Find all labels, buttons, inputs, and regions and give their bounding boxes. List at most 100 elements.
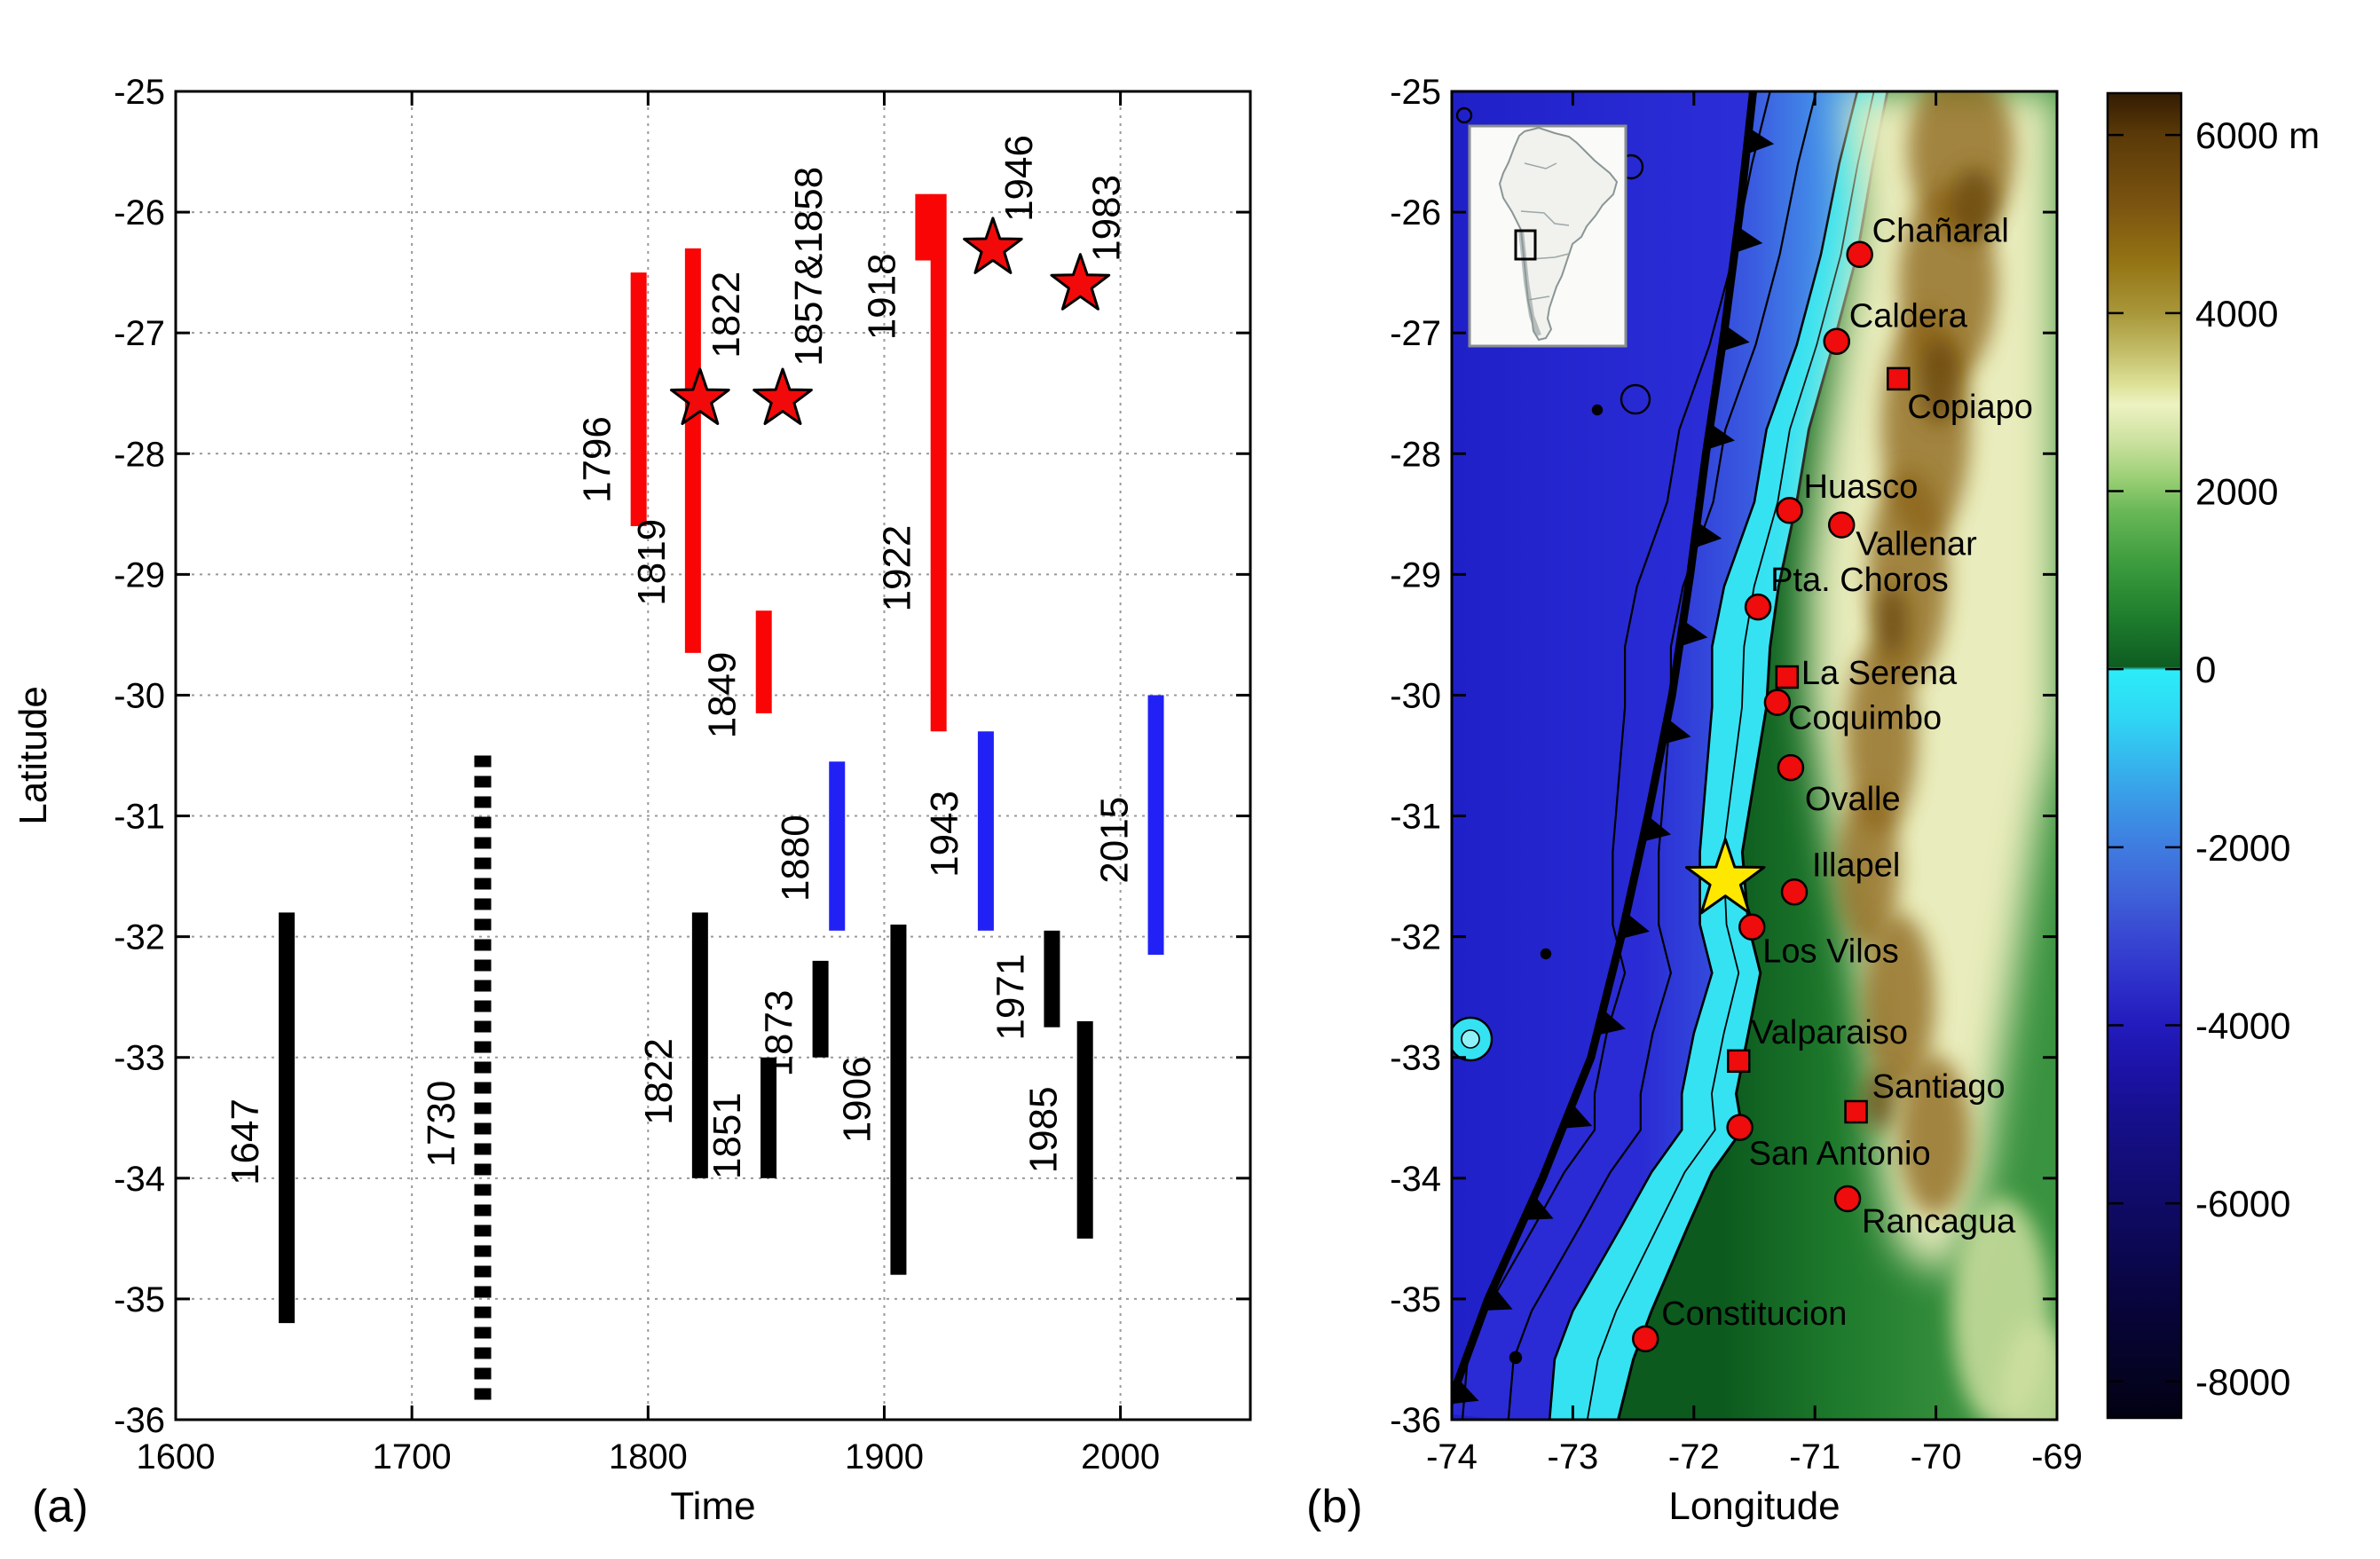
city-marker-vallenar bbox=[1827, 511, 1856, 539]
city-marker-illapel bbox=[1780, 878, 1809, 906]
rupture-bar-label-1943: 1943 bbox=[923, 791, 966, 878]
rupture-star-1822-icon bbox=[670, 367, 730, 425]
trench-line bbox=[1452, 91, 1758, 1409]
panel-b-frame bbox=[1450, 90, 2059, 1421]
rupture-star-1983-icon bbox=[1050, 253, 1111, 311]
rupture-bar-label-1849: 1849 bbox=[701, 652, 745, 739]
city-marker-pta-choros bbox=[1744, 593, 1772, 621]
panel-a-ytick-label--29: -29 bbox=[114, 555, 165, 594]
city-marker-coquimbo bbox=[1763, 689, 1792, 716]
city-marker-huasco bbox=[1776, 496, 1803, 524]
city-marker-copiapo bbox=[1887, 366, 1911, 391]
city-label-san-antonio: San Antonio bbox=[1749, 1136, 1931, 1173]
city-label-los-vilos: Los Vilos bbox=[1762, 933, 1899, 971]
panel-a-xtick-label-1700: 1700 bbox=[373, 1437, 452, 1476]
panel-a-frame bbox=[174, 90, 1252, 1421]
rupture-bar-label-1918: 1918 bbox=[860, 253, 903, 340]
inset-south-america-map bbox=[1468, 124, 1627, 348]
trench-tooth-icon bbox=[1524, 1195, 1554, 1220]
coastline bbox=[1616, 91, 1889, 1420]
trench-tooth-icon bbox=[1620, 912, 1650, 940]
rupture-bar-1906 bbox=[890, 925, 907, 1275]
rupture-star-label-1857-1858: 1857&1858 bbox=[787, 167, 831, 366]
rupture-bar-label-1985: 1985 bbox=[1022, 1086, 1066, 1173]
panel-a-ytick-label--28: -28 bbox=[114, 435, 165, 474]
city-label-vallenar: Vallenar bbox=[1856, 526, 1977, 563]
trench-tooth-icon bbox=[1642, 815, 1672, 842]
rupture-bar-label-1873: 1873 bbox=[758, 990, 801, 1077]
trench-tooth-icon bbox=[1452, 1379, 1479, 1405]
panel-b-ytick-label--32: -32 bbox=[1390, 918, 1441, 957]
panel-b-ytick-label--28: -28 bbox=[1390, 435, 1441, 474]
trench-tooth-icon bbox=[1483, 1286, 1513, 1311]
rupture-star-1946-icon bbox=[963, 217, 1023, 274]
city-marker-san-antonio bbox=[1726, 1114, 1753, 1141]
rupture-bar-1943 bbox=[977, 731, 994, 931]
city-marker-constitucion bbox=[1631, 1325, 1659, 1353]
rupture-star-label-1946: 1946 bbox=[997, 135, 1041, 222]
panel-a-ytick-label--26: -26 bbox=[114, 193, 165, 232]
trench-tooth-icon bbox=[1734, 226, 1763, 254]
trench-tooth-icon bbox=[1562, 1103, 1593, 1129]
southern-highlands-patch-2 bbox=[2001, 1322, 2057, 1420]
rupture-bar-1822 bbox=[691, 912, 708, 1178]
colorbar-tick-label-6000: -6000 bbox=[2195, 1183, 2290, 1224]
rupture-bar-label-1796: 1796 bbox=[576, 416, 619, 503]
rupture-bar-label-1851: 1851 bbox=[705, 1092, 749, 1179]
panel-a-xtick-label-1900: 1900 bbox=[845, 1437, 924, 1476]
panel-b-xtick-label--71: -71 bbox=[1789, 1437, 1840, 1476]
city-label-caldera: Caldera bbox=[1849, 298, 1968, 335]
seamount-contour-7 bbox=[1509, 1350, 1523, 1365]
rupture-bar-label-1880: 1880 bbox=[774, 815, 817, 902]
inset-study-area-box bbox=[1514, 229, 1537, 261]
city-label-rancagua: Rancagua bbox=[1862, 1203, 2016, 1240]
rupture-bar-1922 bbox=[930, 193, 947, 732]
seamount-contour-4 bbox=[1591, 404, 1604, 416]
panel-a-ytick-label--31: -31 bbox=[114, 798, 165, 837]
city-label-coquimbo: Coquimbo bbox=[1788, 700, 1942, 737]
city-label-cha-aral: Chañaral bbox=[1872, 213, 2009, 250]
panel-b-ytick-label--31: -31 bbox=[1390, 798, 1441, 837]
colorbar-tick-label-4000: -4000 bbox=[2195, 1005, 2290, 1047]
shelf-edge-contour bbox=[1548, 91, 1859, 1420]
trench-tooth-icon bbox=[1721, 325, 1750, 352]
inset-andes-shading bbox=[1518, 230, 1541, 337]
map-terrain bbox=[1452, 91, 2057, 1420]
rupture-bar-1796 bbox=[630, 272, 647, 526]
andes-dark-patch-2 bbox=[1919, 339, 1958, 424]
seamount-peak-5 bbox=[1461, 1029, 1480, 1049]
city-label-la-serena: La Serena bbox=[1801, 655, 1958, 692]
andes-brown-patch-7 bbox=[1864, 914, 1935, 1091]
rupture-bar-1851 bbox=[760, 1057, 777, 1178]
rupture-bar-1849 bbox=[755, 610, 772, 713]
city-label-valparaiso: Valparaiso bbox=[1751, 1014, 1908, 1051]
panel-a-ytick-label--25: -25 bbox=[114, 73, 165, 112]
rupture-bar-2015 bbox=[1147, 695, 1164, 956]
elevation-colorbar: 6000 m 4000 2000 0 -2000 -4000 -6000 -8000 bbox=[2106, 91, 2320, 1420]
city-label-illapel: Illapel bbox=[1812, 846, 1900, 884]
andes-brown-patch-6 bbox=[1837, 790, 1899, 949]
panel-a-ytick-label--36: -36 bbox=[114, 1401, 165, 1440]
panel-b-ytick-label--25: -25 bbox=[1390, 73, 1441, 112]
inset-border-1 bbox=[1524, 162, 1557, 169]
rupture-bar-label-1730: 1730 bbox=[420, 1081, 463, 1168]
rupture-star-label-1822: 1822 bbox=[705, 272, 748, 358]
rupture-bar-1985 bbox=[1076, 1020, 1093, 1239]
panel-b-ytick-label--26: -26 bbox=[1390, 193, 1441, 232]
rupture-bar-label-1822: 1822 bbox=[637, 1038, 681, 1125]
rupture-bar-1647 bbox=[279, 912, 296, 1324]
city-label-santiago: Santiago bbox=[1872, 1068, 2006, 1106]
colorbar-bar bbox=[2106, 91, 2183, 1420]
city-marker-los-vilos bbox=[1738, 913, 1766, 941]
panel-b-xtick-label--72: -72 bbox=[1668, 1437, 1720, 1476]
rupture-star-label-1983: 1983 bbox=[1084, 175, 1128, 262]
panel-a-x-axis-title: Time bbox=[670, 1484, 755, 1528]
rupture-bar-1880 bbox=[829, 761, 846, 931]
panel-a-ytick-label--30: -30 bbox=[114, 676, 165, 715]
rupture-bar-label-1647: 1647 bbox=[224, 1098, 267, 1185]
panel-a-ytick-label--32: -32 bbox=[114, 918, 165, 957]
panel-b-ytick-label--29: -29 bbox=[1390, 555, 1441, 594]
city-marker-caldera bbox=[1823, 327, 1851, 355]
panel-a-ytick-label--33: -33 bbox=[114, 1039, 165, 1078]
